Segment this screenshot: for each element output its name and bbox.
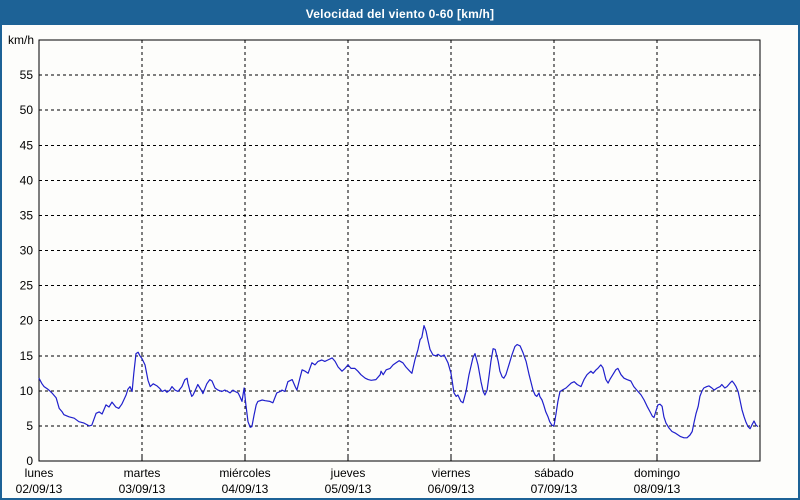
plot-frame: [38, 39, 761, 462]
x-day-label: domingo: [634, 466, 680, 480]
y-tick-label: 55: [20, 68, 34, 82]
y-tick-label: 20: [20, 314, 34, 328]
y-tick-label: 5: [26, 419, 33, 433]
y-tick-label: 25: [20, 279, 34, 293]
y-tick-label: 35: [20, 208, 34, 222]
x-date-label: 05/09/13: [325, 482, 372, 496]
x-day-label: sábado: [534, 466, 574, 480]
x-date-label: 06/09/13: [428, 482, 475, 496]
x-date-label: 08/09/13: [634, 482, 681, 496]
y-tick-label: 40: [20, 173, 34, 187]
x-date-label: 07/09/13: [531, 482, 578, 496]
wind-speed-line-chart: 0 5 10 15 20 25 30 35 40 45 50 55 km/h lunes 02/09/13 m…: [8, 33, 761, 496]
y-tick-label: 30: [20, 244, 34, 258]
y-tick-label: 50: [20, 103, 34, 117]
x-date-label: 03/09/13: [119, 482, 166, 496]
y-tick-label: 10: [20, 384, 34, 398]
x-day-label: jueves: [330, 466, 366, 480]
x-day-label: martes: [124, 466, 161, 480]
y-tick-label: 15: [20, 349, 34, 363]
x-day-label: lunes: [25, 466, 54, 480]
x-day-label: viernes: [432, 466, 471, 480]
y-tick-label: 45: [20, 138, 34, 152]
chart-area: 0 5 10 15 20 25 30 35 40 45 50 55 km/h lunes 02/09/13 m…: [2, 25, 798, 498]
x-date-label: 04/09/13: [222, 482, 269, 496]
x-day-label: miércoles: [219, 466, 270, 480]
chart-title-bar: Velocidad del viento 0-60 [km/h]: [2, 2, 798, 25]
y-axis-unit-label: km/h: [8, 33, 34, 47]
chart-title: Velocidad del viento 0-60 [km/h]: [305, 6, 495, 21]
wind-speed-line: [38, 325, 759, 439]
x-date-label: 02/09/13: [16, 482, 63, 496]
y-tick-label: 0: [26, 454, 33, 468]
